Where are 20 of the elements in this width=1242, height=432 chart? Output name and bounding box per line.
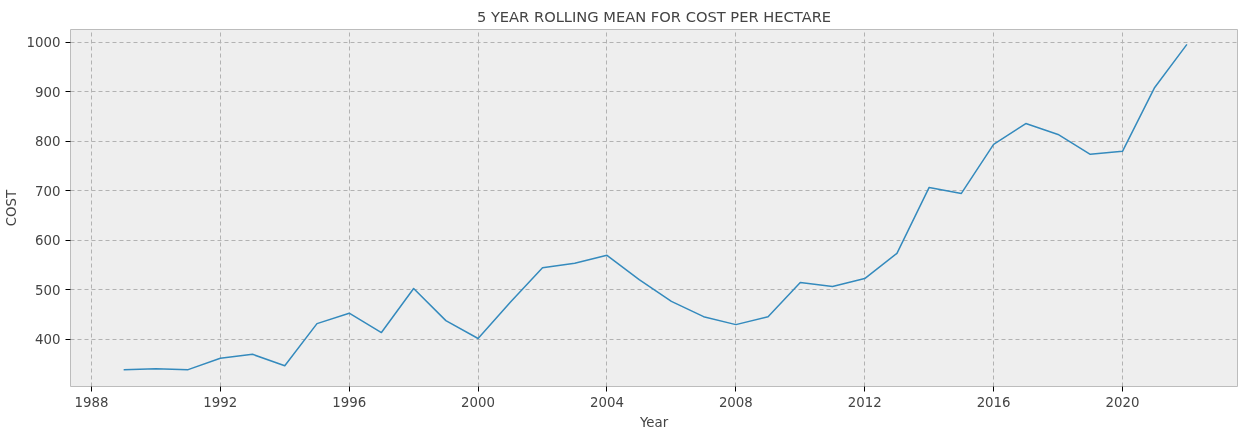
x-tick-label: 1988 — [74, 394, 109, 410]
y-tick-label: 700 — [35, 183, 61, 199]
chart-title: 5 YEAR ROLLING MEAN FOR COST PER HECTARE — [476, 7, 832, 25]
y-tick-label: 600 — [35, 233, 61, 249]
x-axis-title: Year — [638, 414, 669, 430]
y-tick-label: 800 — [35, 134, 61, 150]
x-tick-label: 1992 — [203, 394, 238, 410]
x-tick-label: 2008 — [718, 394, 753, 410]
y-axis-title: COST — [3, 188, 19, 227]
x-tick-label: 2000 — [461, 394, 496, 410]
x-tick-label: 1996 — [332, 394, 367, 410]
line-series — [122, 43, 1188, 371]
y-tick-label: 400 — [35, 332, 61, 348]
y-tick-label: 500 — [35, 282, 61, 298]
x-tick-label: 2016 — [976, 394, 1011, 410]
x-tick-label: 2012 — [847, 394, 882, 410]
y-tick-label: 1000 — [26, 35, 61, 51]
x-tick-label: 2020 — [1105, 394, 1140, 410]
y-tick-label: 900 — [35, 84, 61, 100]
x-tick-label: 2004 — [590, 394, 624, 410]
